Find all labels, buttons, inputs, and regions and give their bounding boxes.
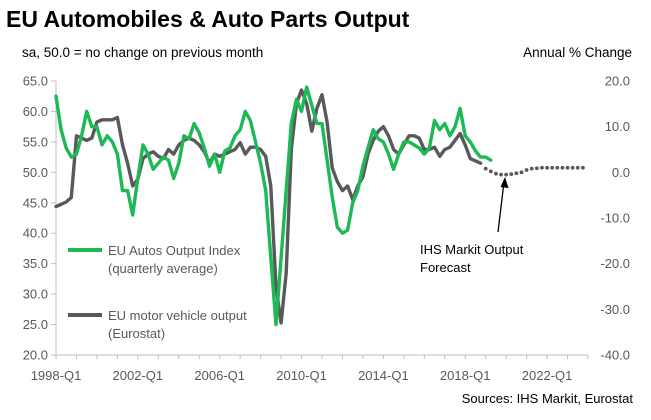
annotation-arrow-line: [497, 181, 505, 233]
forecast-point: [524, 168, 529, 172]
series-eurostat-line: [54, 88, 483, 325]
forecast-point: [560, 165, 565, 170]
left-axis-label: sa, 50.0 = no change on previous month: [22, 45, 263, 60]
source-note: Sources: IHS Markit, Eurostat: [462, 391, 634, 406]
legend-eurostat-line1: EU motor vehicle output: [108, 308, 247, 323]
axes: 20.0 25.0 30.0 35.0 40.0 45.0 50.0 55.0 60.0 65.0…: [23, 74, 630, 384]
forecast-point: [550, 165, 555, 170]
legend-eurostat-line2: (Eurostat): [108, 326, 165, 341]
legend-autos-index-line2: (quarterly average): [108, 261, 218, 276]
x-tick-label: 2022-Q1: [522, 368, 573, 383]
x-tick-label: 1998-Q1: [31, 368, 82, 383]
series-autos-index-line: [54, 85, 493, 327]
left-tick-label: 45.0: [23, 195, 48, 210]
forecast-point: [565, 165, 570, 170]
forecast-point: [483, 166, 488, 171]
annotation-line1: IHS Markit Output: [420, 242, 524, 257]
right-tick-label: -10.0: [600, 211, 630, 226]
forecast-point: [529, 166, 534, 171]
forecast-point: [534, 166, 539, 171]
x-tick-label: 2014-Q1: [358, 368, 409, 383]
annotation-arrow-head: [500, 177, 509, 188]
forecast-point: [570, 165, 575, 170]
left-tick-label: 30.0: [23, 287, 48, 302]
legend: EU Autos Output Index (quarterly average…: [68, 243, 247, 341]
left-tick-label: 60.0: [23, 104, 48, 119]
forecast-point: [514, 171, 519, 176]
forecast-point: [509, 172, 514, 177]
forecast-point: [504, 172, 509, 177]
x-tick-label: 2010-Q1: [276, 368, 327, 383]
forecast-point: [540, 165, 544, 170]
x-tick-label: 2006-Q1: [194, 368, 245, 383]
right-axis-label: Annual % Change: [523, 45, 632, 60]
legend-autos-index-line1: EU Autos Output Index: [108, 243, 241, 258]
forecast-point: [494, 171, 498, 176]
series-layer: [54, 85, 585, 327]
right-tick-label: -30.0: [600, 302, 630, 317]
right-tick-label: 10.0: [605, 119, 630, 134]
x-tick-label: 2018-Q1: [440, 368, 491, 383]
annotation-line2: Forecast: [420, 260, 471, 275]
left-tick-label: 20.0: [23, 348, 48, 363]
forecast-point: [499, 172, 503, 177]
forecast-point: [555, 165, 560, 170]
forecast-annotation: IHS Markit Output Forecast: [420, 177, 524, 275]
left-tick-label: 65.0: [23, 74, 48, 89]
forecast-point: [575, 165, 580, 170]
forecast-point: [488, 169, 493, 174]
forecast-point: [580, 165, 585, 170]
right-tick-label: -40.0: [600, 348, 630, 363]
series-forecast: [483, 165, 585, 177]
chart-title: EU Automobiles & Auto Parts Output: [6, 6, 410, 32]
forecast-point: [545, 165, 549, 170]
right-tick-label: 0.0: [612, 165, 630, 180]
left-tick-label: 50.0: [23, 165, 48, 180]
left-tick-label: 40.0: [23, 226, 48, 241]
right-tick-label: 20.0: [605, 74, 630, 89]
left-tick-label: 35.0: [23, 256, 48, 271]
x-tick-label: 2002-Q1: [113, 368, 164, 383]
left-tick-label: 55.0: [23, 134, 48, 149]
forecast-point: [519, 170, 524, 175]
left-tick-label: 25.0: [23, 317, 48, 332]
right-tick-label: -20.0: [600, 256, 630, 271]
